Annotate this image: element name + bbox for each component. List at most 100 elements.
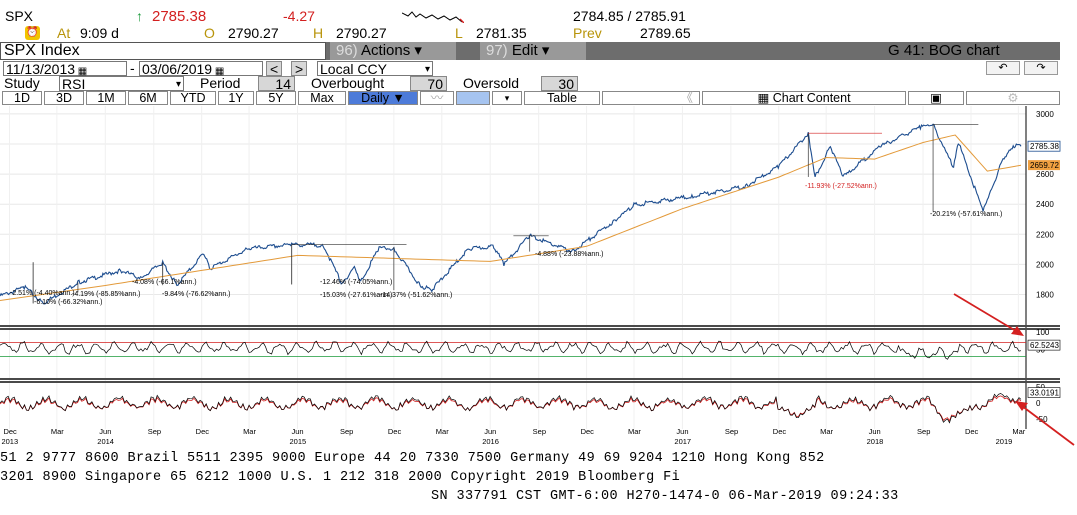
high-label: H bbox=[313, 25, 324, 41]
edit-label: Edit ▾ bbox=[511, 42, 550, 59]
ticker-line-2: 3201 8900 Singapore 65 6212 1000 U.S. 1 … bbox=[0, 470, 681, 485]
x-month-label: Mar bbox=[436, 427, 449, 436]
overbought-label: Overbought bbox=[311, 75, 385, 91]
panel-separator bbox=[0, 325, 1060, 327]
x-month-label: Sep bbox=[725, 427, 738, 436]
panel-separator bbox=[0, 378, 1060, 380]
x-year-label: 2018 bbox=[867, 437, 884, 446]
osc-series-line bbox=[0, 393, 1022, 424]
x-month-label: Mar bbox=[628, 427, 641, 436]
line-style-icon[interactable]: 〰 bbox=[420, 91, 454, 105]
prev-label: Prev bbox=[573, 25, 602, 41]
last-price-box bbox=[1027, 140, 1061, 152]
drawdown-label: -6.10% (-66.32%ann.) bbox=[34, 299, 102, 306]
actions-label: Actions ▾ bbox=[361, 42, 422, 59]
at-label: At bbox=[57, 25, 71, 41]
security-name: SPX Index bbox=[0, 42, 326, 60]
table-button[interactable]: Table bbox=[524, 91, 600, 105]
price-tick-label: 2600 bbox=[1036, 170, 1054, 179]
ticker-symbol: SPX bbox=[5, 8, 34, 24]
x-month-label: Sep bbox=[148, 427, 161, 436]
drawdown-label: -12.46% (-74.05%ann.) bbox=[320, 279, 392, 286]
prev-value: 2789.65 bbox=[640, 25, 691, 41]
period-3d-button[interactable]: 3D bbox=[44, 91, 84, 105]
red-arrow-line bbox=[953, 293, 1022, 335]
oversold-input[interactable]: 30 bbox=[541, 76, 578, 92]
rsi-last-label: 62.5243 bbox=[1030, 341, 1059, 350]
chart-type-icon[interactable] bbox=[456, 91, 490, 105]
next-range-button[interactable]: > bbox=[291, 61, 308, 77]
settings-icon[interactable]: ⚙ bbox=[966, 91, 1060, 105]
x-month-label: Dec bbox=[965, 427, 979, 436]
price-tick-label: 2200 bbox=[1036, 230, 1054, 239]
actions-menu[interactable]: 96) Actions ▾ bbox=[330, 42, 456, 60]
quote-time: 9:09 d bbox=[80, 25, 119, 41]
x-month-label: Mar bbox=[820, 427, 833, 436]
drawdown-label: -4.88% (-23.88%ann.) bbox=[535, 251, 603, 258]
prev-range-button[interactable]: < bbox=[266, 61, 283, 77]
study-label: Study bbox=[4, 75, 40, 91]
price-tick-label: 2400 bbox=[1036, 200, 1054, 209]
start-date[interactable]: 11/13/2013 ▦ bbox=[3, 61, 127, 77]
annotate-icon[interactable]: ▣ bbox=[908, 91, 964, 105]
price-change: -4.27 bbox=[283, 8, 315, 24]
low-label: L bbox=[455, 25, 463, 41]
x-month-label: Dec bbox=[3, 427, 17, 436]
price-tick-label: 2000 bbox=[1036, 260, 1054, 269]
end-date[interactable]: 03/06/2019 ▦ bbox=[139, 61, 263, 77]
x-month-label: Dec bbox=[581, 427, 595, 436]
period-1y-button[interactable]: 1Y bbox=[218, 91, 254, 105]
x-month-label: Dec bbox=[196, 427, 210, 436]
period-1d-button[interactable]: 1D bbox=[2, 91, 42, 105]
chart-content-icon: ▦ bbox=[757, 91, 770, 105]
drawdown-label: -15.03% (-27.61%ann.) bbox=[320, 292, 392, 299]
x-month-label: Sep bbox=[533, 427, 546, 436]
price-tick-label: 3000 bbox=[1036, 110, 1054, 119]
currency-select[interactable]: Local CCY ▾ bbox=[317, 61, 433, 77]
study-select[interactable]: RSI ▾ bbox=[59, 76, 184, 92]
drawdown-label: -2.51% (-4.40%ann.) bbox=[10, 290, 75, 297]
chart-type-dropdown[interactable]: ▾ bbox=[492, 91, 522, 105]
x-year-label: 2019 bbox=[996, 437, 1013, 446]
drawdown-label: -4.08% (-66.1%ann.) bbox=[132, 279, 197, 286]
red-arrow-line bbox=[1017, 402, 1075, 446]
edit-menu[interactable]: 97) Edit ▾ bbox=[480, 42, 586, 60]
period-input[interactable]: 14 bbox=[258, 76, 295, 92]
x-month-label: Jun bbox=[292, 427, 304, 436]
x-month-label: Jun bbox=[484, 427, 496, 436]
oversold-label: Oversold bbox=[463, 75, 520, 91]
x-month-label: Dec bbox=[388, 427, 402, 436]
x-year-label: 2014 bbox=[97, 437, 114, 446]
last-price: 2785.38 bbox=[152, 8, 207, 25]
period-label: Period bbox=[200, 75, 241, 91]
low-value: 2781.35 bbox=[476, 25, 527, 41]
calendar-icon: ▦ bbox=[75, 66, 88, 77]
osc-tick-label: 0 bbox=[1036, 399, 1041, 408]
overbought-input[interactable]: 70 bbox=[410, 76, 447, 92]
clock-icon: ⏰ bbox=[25, 26, 40, 40]
redo-button[interactable]: ↷ bbox=[1024, 61, 1058, 75]
chart-content-button[interactable]: ▦ Chart Content bbox=[702, 91, 906, 105]
period-6m-button[interactable]: 6M bbox=[128, 91, 168, 105]
panel-separator bbox=[0, 328, 1060, 330]
price-series-line bbox=[0, 123, 1022, 305]
undo-button[interactable]: ↶ bbox=[986, 61, 1020, 75]
period-5y-button[interactable]: 5Y bbox=[256, 91, 296, 105]
rsi-series-line bbox=[0, 340, 1022, 360]
drawdown-label: -20.21% (-57.61%ann.) bbox=[930, 211, 1002, 218]
panel-separator bbox=[0, 381, 1060, 383]
x-month-label: Mar bbox=[1012, 427, 1025, 436]
rsi-tick-label: 100 bbox=[1036, 328, 1050, 337]
red-arrow-head bbox=[1015, 401, 1028, 411]
period-1m-button[interactable]: 1M bbox=[86, 91, 126, 105]
high-value: 2790.27 bbox=[336, 25, 387, 41]
period-ytd-button[interactable]: YTD bbox=[170, 91, 216, 105]
x-month-label: Dec bbox=[773, 427, 787, 436]
rewind-button[interactable]: 《 bbox=[602, 91, 700, 105]
x-month-label: Sep bbox=[917, 427, 930, 436]
drawdown-label: -4.19% (-85.85%ann.) bbox=[72, 291, 140, 298]
open-value: 2790.27 bbox=[228, 25, 279, 41]
red-arrow-head bbox=[1011, 326, 1024, 336]
frequency-select[interactable]: Daily ▼ bbox=[348, 91, 418, 105]
period-max-button[interactable]: Max bbox=[298, 91, 346, 105]
